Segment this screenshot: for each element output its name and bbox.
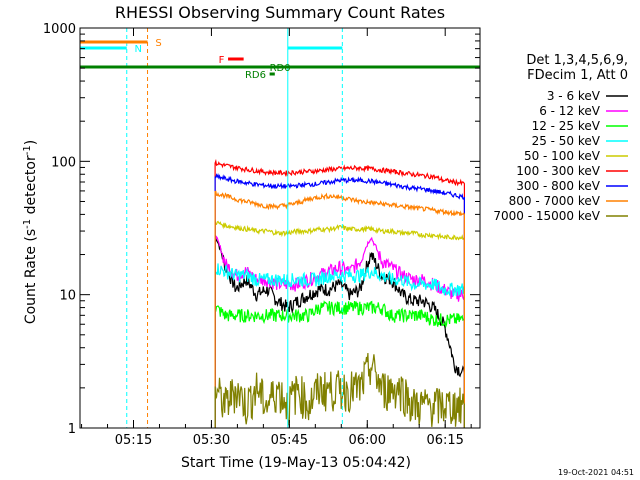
series-line-5 bbox=[214, 158, 465, 428]
series-line-0 bbox=[214, 234, 465, 428]
x-axis-label: Start Time (19-May-13 05:04:42) bbox=[181, 455, 411, 471]
flag-label-rd6: RD6 bbox=[245, 70, 266, 81]
y-axis-label-sup1: -1 bbox=[22, 219, 33, 229]
y-axis-label-mid: detector bbox=[23, 155, 39, 219]
series-line-7 bbox=[214, 190, 465, 428]
series-line-2 bbox=[214, 300, 465, 428]
x-tick-label: 05:15 bbox=[115, 433, 152, 448]
legend: Det 1,3,4,5,6,9, FDecim 1, Att 0 bbox=[526, 53, 628, 83]
legend-label-1: 6 - 12 keV bbox=[539, 104, 601, 118]
legend-header-line-1: Det 1,3,4,5,6,9, bbox=[526, 53, 628, 68]
axes-layer: 1 10 100 1000 05:15 05:30 05:45 06:00 06:15 bbox=[43, 22, 481, 448]
x-tick-label: 05:30 bbox=[193, 433, 230, 448]
x-tick-label: 06:00 bbox=[349, 433, 386, 448]
x-tick-label: 06:15 bbox=[426, 433, 463, 448]
series-line-4 bbox=[214, 220, 465, 428]
flag-label-n: N bbox=[135, 44, 142, 55]
series-layer bbox=[214, 158, 465, 428]
legend-header-line-2: FDecim 1, Att 0 bbox=[527, 68, 628, 83]
legend-label-7: 800 - 7000 keV bbox=[509, 194, 601, 208]
legend-label-6: 300 - 800 keV bbox=[516, 179, 600, 193]
series-line-8 bbox=[214, 352, 465, 428]
flag-label-f: F bbox=[219, 55, 225, 66]
flag-label-s: S bbox=[155, 38, 161, 49]
series-line-3 bbox=[214, 263, 465, 428]
y-tick-label: 1 bbox=[68, 422, 76, 437]
series-line-6 bbox=[214, 172, 465, 428]
legend-label-2: 12 - 25 keV bbox=[532, 119, 601, 133]
legend-label-8: 7000 - 15000 keV bbox=[493, 209, 600, 223]
y-axis-label: Count Rate (s-1 detector-1) bbox=[22, 140, 39, 324]
y-tick-label: 100 bbox=[51, 155, 76, 170]
footer-timestamp: 19-Oct-2021 04:51 bbox=[558, 468, 634, 477]
y-tick-label: 10 bbox=[59, 289, 76, 304]
y-tick-label: 1000 bbox=[43, 22, 76, 37]
legend-label-0: 3 - 6 keV bbox=[547, 89, 601, 103]
legend-label-4: 50 - 100 keV bbox=[524, 149, 601, 163]
chart-title: RHESSI Observing Summary Count Rates bbox=[115, 3, 445, 22]
legend-label-3: 25 - 50 keV bbox=[532, 134, 601, 148]
y-axis-label-main: Count Rate (s bbox=[23, 229, 39, 324]
y-axis-label-tail: ) bbox=[23, 140, 39, 145]
legend-label-5: 100 - 300 keV bbox=[516, 164, 600, 178]
flag-layer: S N F RD0 RD6 bbox=[79, 28, 480, 428]
series-line-1 bbox=[214, 235, 465, 428]
flag-label-rd0: RD0 bbox=[270, 63, 291, 74]
y-axis-label-sup2: -1 bbox=[22, 145, 33, 155]
plot-frame bbox=[79, 27, 481, 429]
x-tick-label: 05:45 bbox=[271, 433, 308, 448]
